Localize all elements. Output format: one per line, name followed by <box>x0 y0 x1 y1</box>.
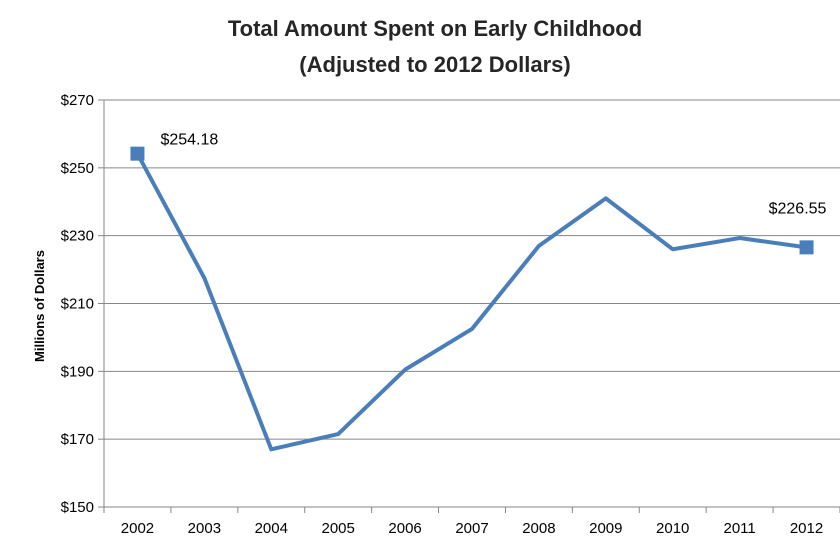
chart-subtitle: (Adjusted to 2012 Dollars) <box>299 52 570 77</box>
y-tick-label: $210 <box>61 296 94 313</box>
series <box>130 146 814 452</box>
y-tick-labels: $150 $170 $190 $210 $230 $250 $270 <box>61 92 94 516</box>
x-tick-label: 2012 <box>790 520 823 537</box>
x-tick-label: 2007 <box>455 520 488 537</box>
x-tick-label: 2009 <box>589 520 622 537</box>
x-tick-label: 2011 <box>724 520 756 537</box>
y-tick-label: $170 <box>61 431 94 448</box>
x-tick-label: 2005 <box>321 520 354 537</box>
x-tick-label: 2003 <box>188 520 221 537</box>
y-tick-label: $230 <box>61 228 94 245</box>
series-line <box>135 151 809 452</box>
data-labels: $254.18 $226.55 <box>160 132 826 218</box>
gridlines <box>104 99 840 440</box>
data-label: $226.55 <box>769 200 827 217</box>
data-label: $254.18 <box>160 132 218 149</box>
data-point-marker <box>799 240 814 255</box>
x-tick-label: 2010 <box>656 520 689 537</box>
y-tick-label: $150 <box>61 499 94 516</box>
data-point-marker <box>130 146 145 161</box>
y-axis-label: Millions of Dollars <box>32 250 47 362</box>
axes <box>98 99 840 513</box>
y-tick-label: $250 <box>61 160 94 177</box>
y-tick-label: $270 <box>61 92 94 109</box>
x-tick-label: 2006 <box>388 520 421 537</box>
x-tick-label: 2004 <box>255 520 288 537</box>
y-tick-label: $190 <box>61 363 94 380</box>
x-tick-label: 2002 <box>121 520 154 537</box>
x-tick-labels: 2002 2003 2004 2005 2006 2007 2008 2009 2010 2011… <box>121 520 823 537</box>
chart-title: Total Amount Spent on Early Childhood <box>228 16 642 41</box>
x-tick-label: 2008 <box>522 520 555 537</box>
